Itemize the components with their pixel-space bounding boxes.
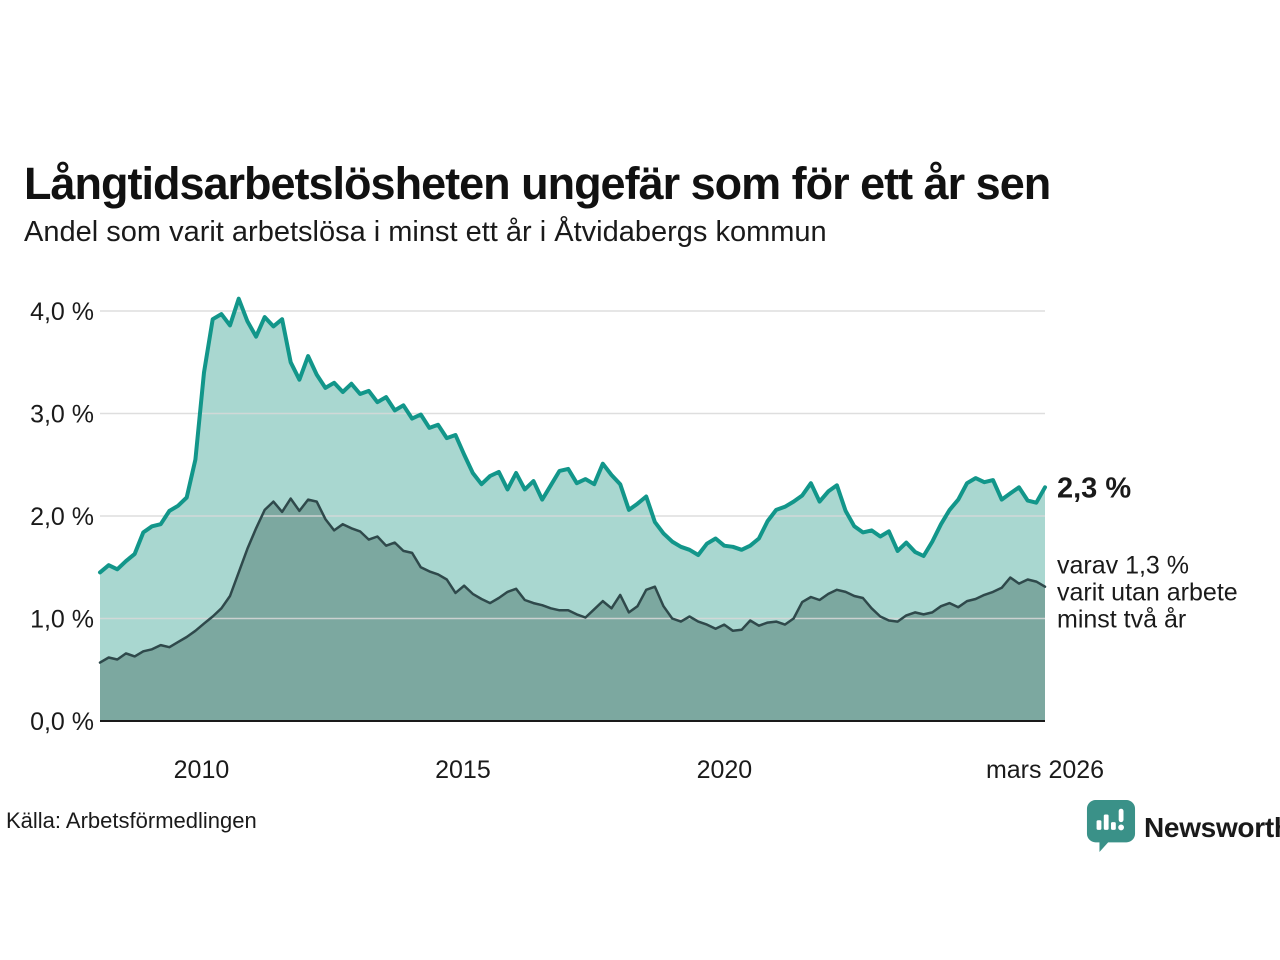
line-series-0 (98, 296, 1047, 575)
x-tick-label: mars 2026 (986, 756, 1104, 784)
area-series-1 (100, 498, 1045, 721)
newsworthy-bar-chart-bubble-icon (1086, 799, 1136, 858)
x-tick-label: 2015 (435, 756, 491, 784)
end-value-label: 2,3 % (1057, 472, 1131, 504)
y-tick-label: 0,0 % (30, 708, 94, 736)
page-title: Långtidsarbetslösheten ungefär som för e… (24, 158, 1051, 210)
sub-annotation-line: minst två år (1057, 606, 1186, 634)
source-note: Källa: Arbetsförmedlingen (6, 808, 257, 833)
y-tick-label: 4,0 % (30, 298, 94, 326)
chart-subtitle: Andel som varit arbetslösa i minst ett å… (24, 216, 827, 248)
sub-annotation-line: varav 1,3 % (1057, 552, 1189, 580)
x-tick-label: 2010 (174, 756, 230, 784)
sub-annotation-line: varit utan arbete (1057, 579, 1238, 607)
newsworthy-logo: Newsworthy (1086, 799, 1280, 858)
x-tick-label: 2020 (697, 756, 753, 784)
line-series-1 (98, 497, 1047, 664)
y-tick-label: 2,0 % (30, 503, 94, 531)
y-tick-label: 3,0 % (30, 401, 94, 429)
newsworthy-wordmark: Newsworthy (1144, 812, 1280, 843)
y-tick-label: 1,0 % (30, 606, 94, 634)
